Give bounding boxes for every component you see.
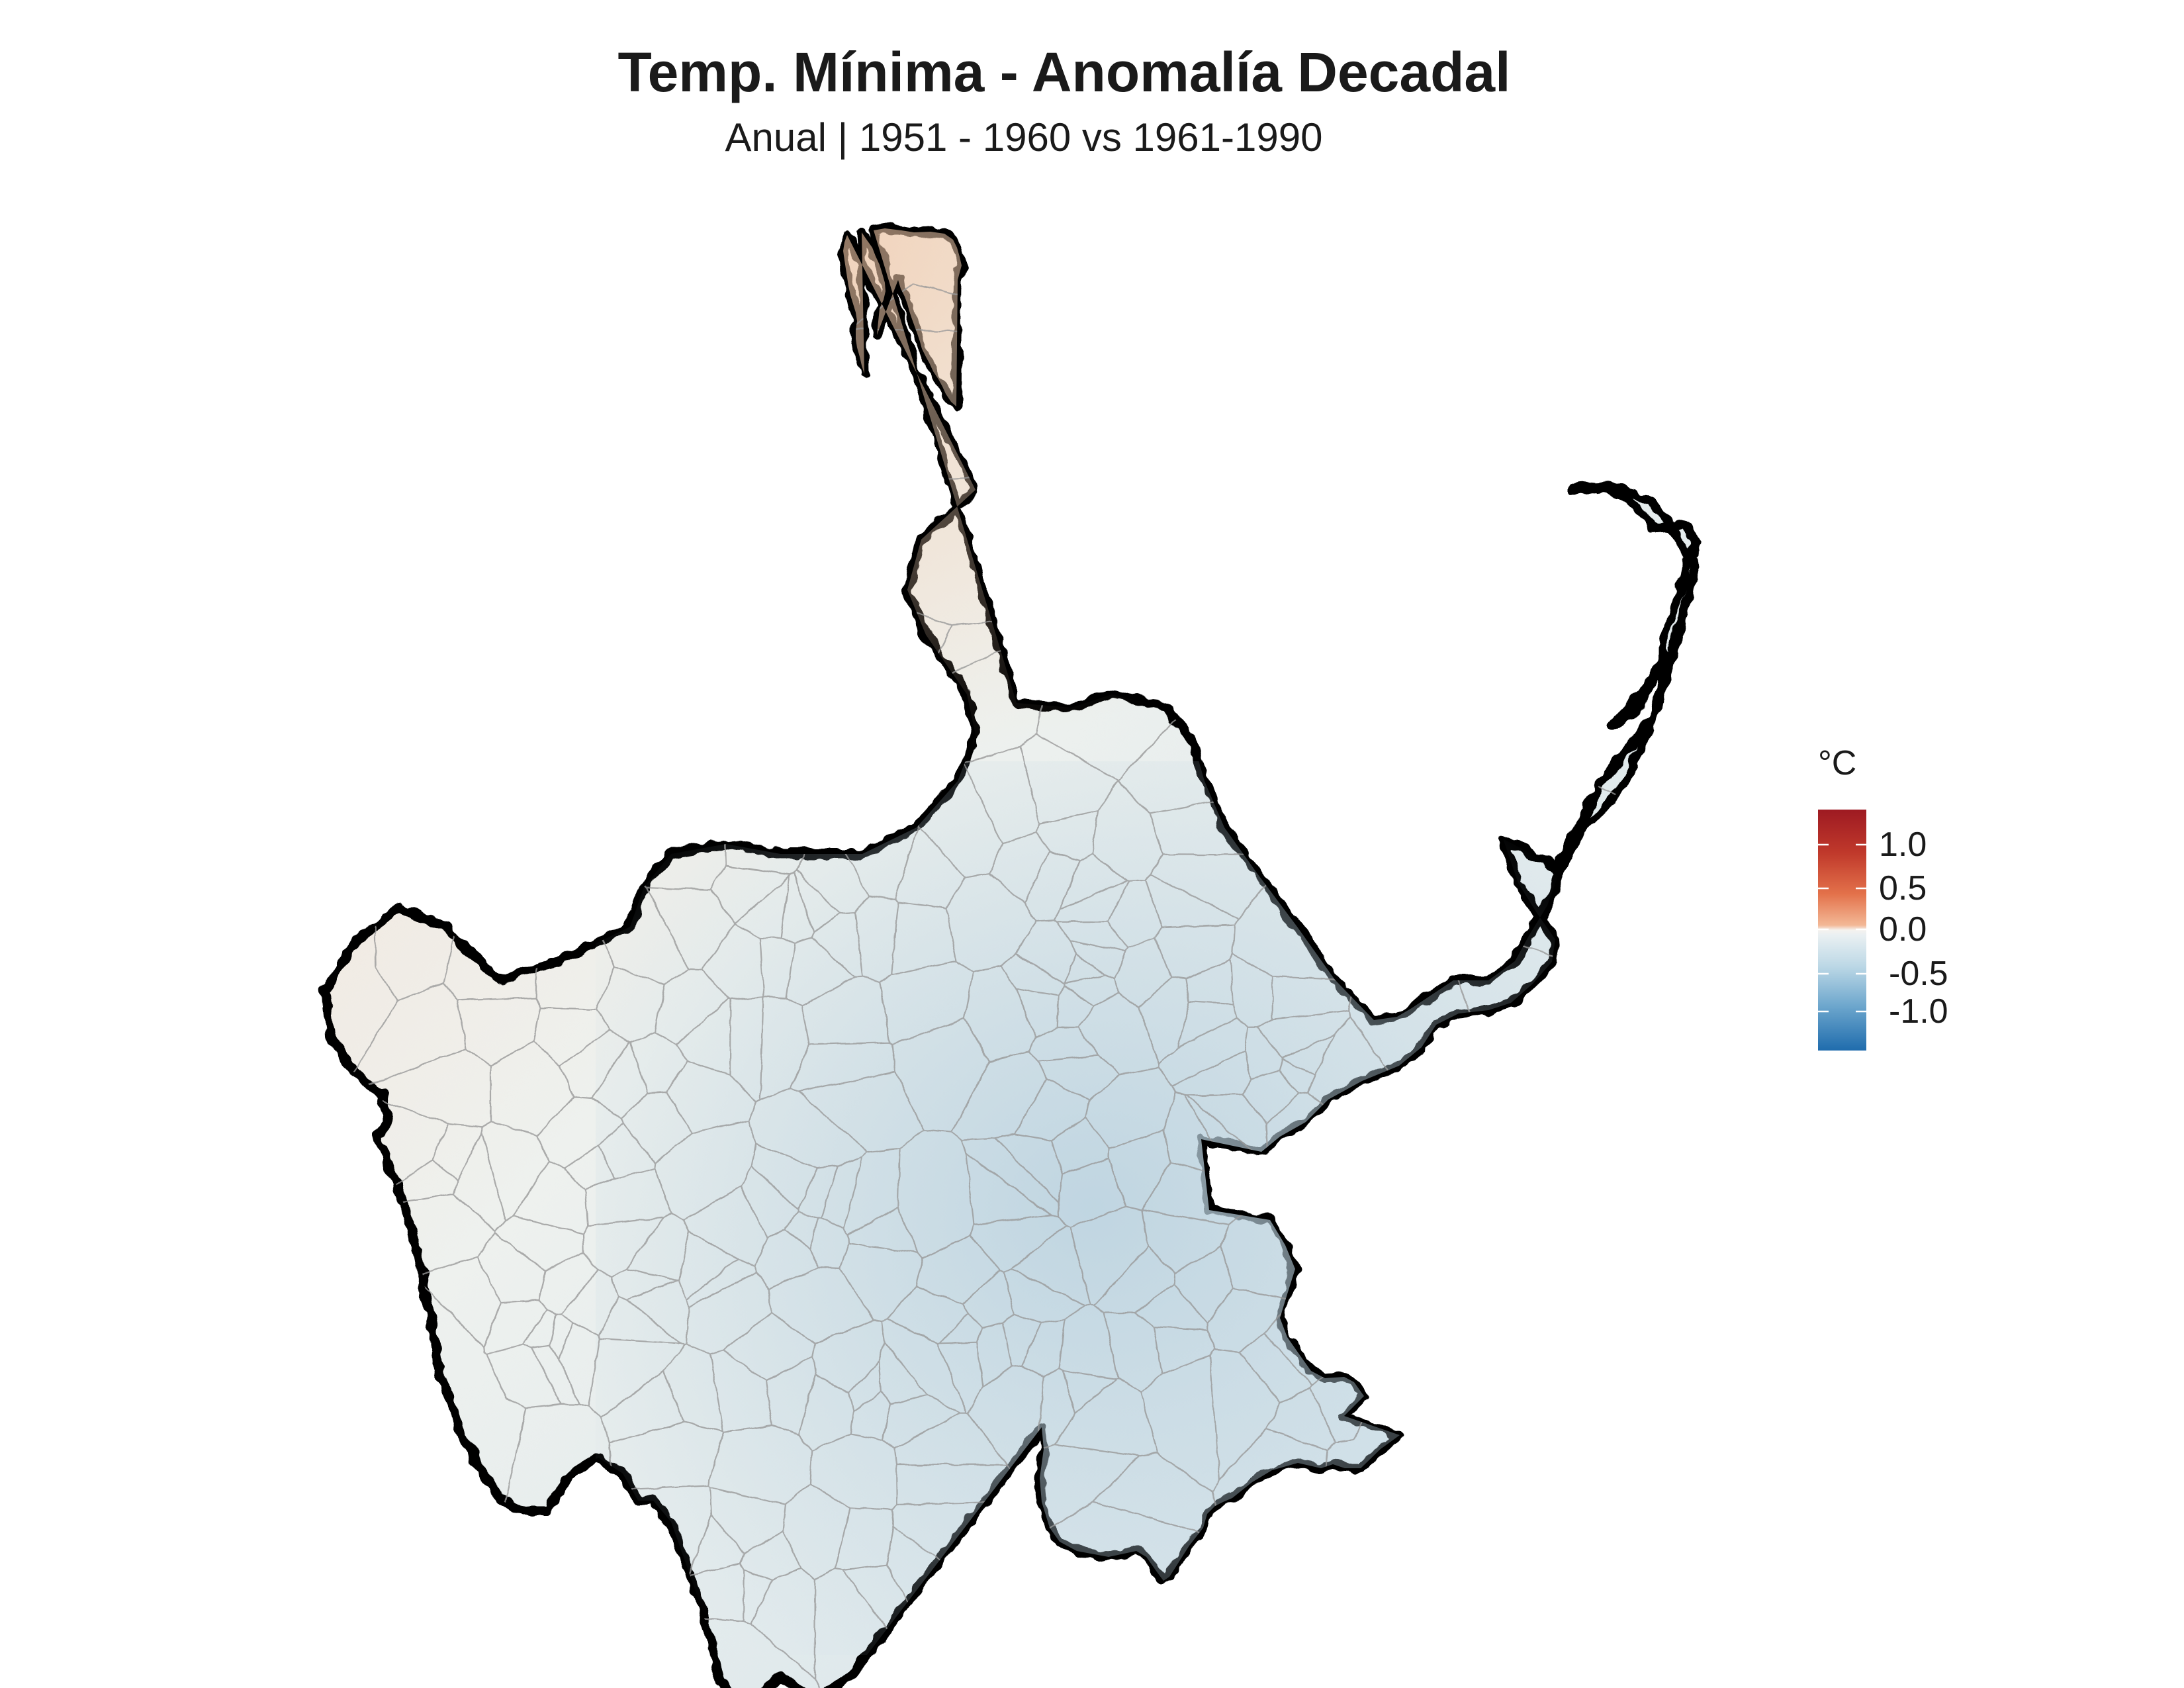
svg-text:-1.0: -1.0 xyxy=(1889,992,1948,1031)
svg-text:0.5: 0.5 xyxy=(1879,869,1927,908)
svg-text:0.0: 0.0 xyxy=(1879,910,1927,949)
svg-text:-0.5: -0.5 xyxy=(1889,955,1948,993)
svg-text:1.0: 1.0 xyxy=(1879,825,1927,864)
svg-text:°C: °C xyxy=(1818,744,1856,782)
